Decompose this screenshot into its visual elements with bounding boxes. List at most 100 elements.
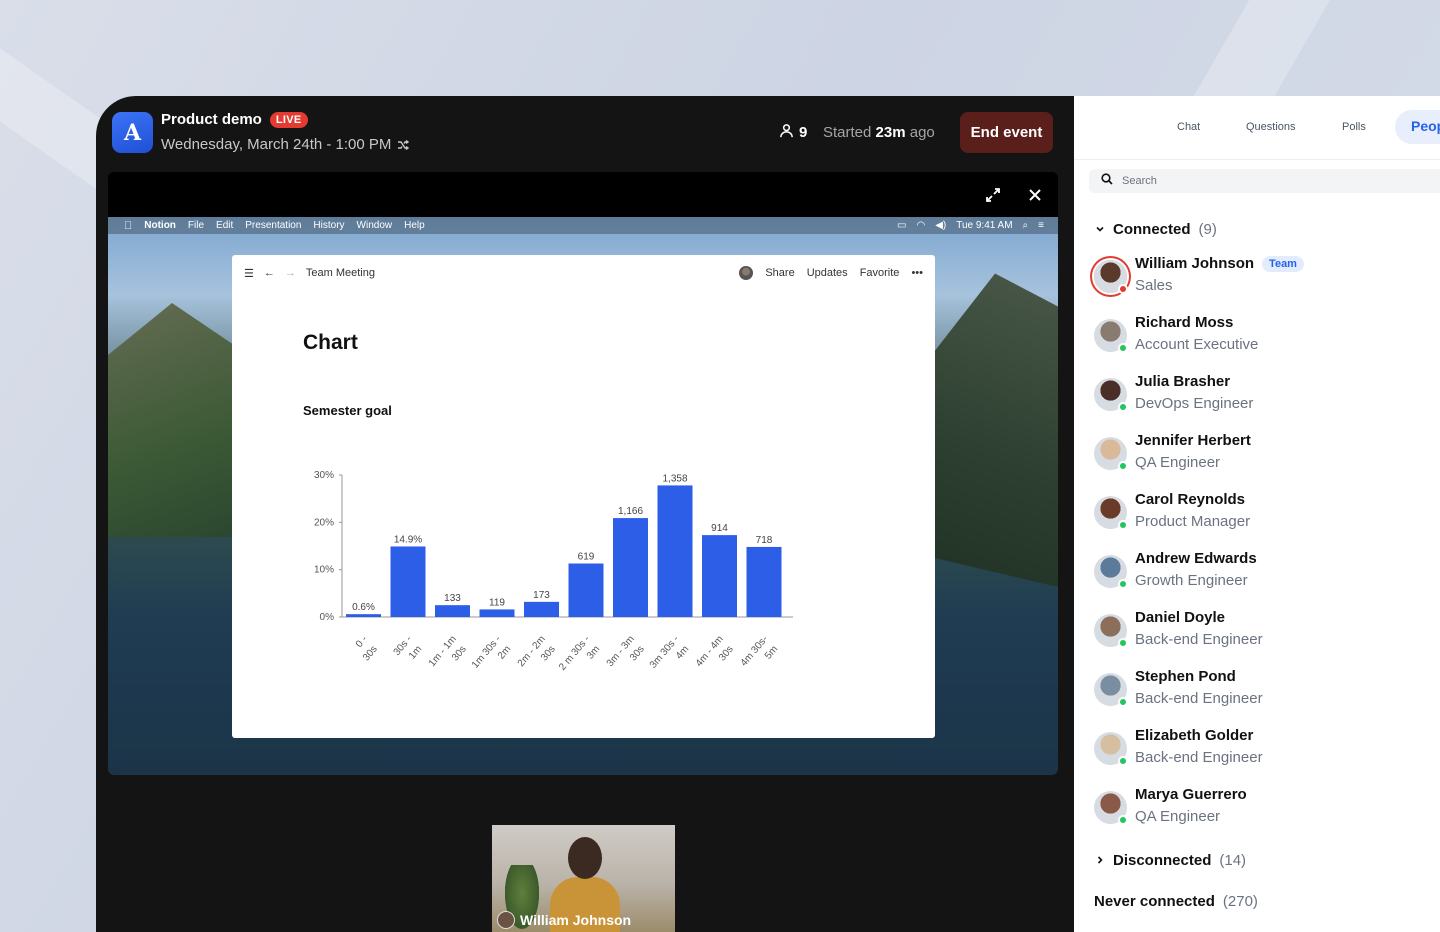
tab-chat[interactable]: Chat: [1177, 121, 1201, 133]
person-name-row: Julia Brasher: [1135, 373, 1253, 390]
person-role: QA Engineer: [1135, 808, 1221, 825]
person-row[interactable]: Marya Guerrero QA Engineer: [1094, 786, 1247, 825]
avatar: [1094, 437, 1128, 471]
person-name: Daniel Doyle: [1135, 609, 1226, 626]
event-date-row: Wednesday, March 24th - 1:00 PM: [161, 136, 410, 153]
shuffle-icon[interactable]: [397, 139, 410, 151]
data-label: 914: [711, 523, 728, 534]
person-name-row: Carol Reynolds: [1135, 491, 1250, 508]
app-logo-icon: A: [112, 112, 153, 153]
fullscreen-icon[interactable]: [982, 184, 1004, 206]
person-name-row: Marya Guerrero: [1135, 786, 1247, 803]
person-info: Richard Moss Account Executive: [1135, 314, 1258, 353]
chart-bar: [390, 546, 426, 617]
person-name: Jennifer Herbert: [1135, 432, 1251, 449]
breadcrumb-page: Team Meeting: [305, 267, 375, 279]
person-name-row: Stephen Pond: [1135, 668, 1263, 685]
data-label: 619: [578, 552, 595, 563]
person-name: Richard Moss: [1135, 314, 1234, 331]
elapsed-time: Started 23m ago: [823, 124, 935, 141]
person-info: Stephen Pond Back-end Engineer: [1135, 668, 1263, 707]
person-row[interactable]: Andrew Edwards Growth Engineer: [1094, 550, 1257, 589]
data-label: 14.9%: [394, 534, 422, 545]
notion-actions: Share Updates Favorite •••: [739, 266, 923, 280]
close-icon[interactable]: [1024, 184, 1046, 206]
side-panel: Chat Questions Polls Peop Connected (9) …: [1074, 96, 1440, 932]
avatar: [1094, 614, 1128, 648]
person-row[interactable]: Jennifer Herbert QA Engineer: [1094, 432, 1251, 471]
person-role: Account Executive: [1135, 336, 1259, 353]
section-count: (14): [1219, 852, 1247, 869]
data-label: 133: [444, 593, 461, 604]
person-row[interactable]: Daniel Doyle Back-end Engineer: [1094, 609, 1263, 648]
person-info: Daniel Doyle Back-end Engineer: [1135, 609, 1263, 648]
video-person: [550, 837, 620, 932]
tab-questions[interactable]: Questions: [1246, 121, 1296, 133]
menubar-status: ▭ ◠ ◀) Tue 9:41 AM ⌕ ≡: [897, 220, 1044, 231]
status-dot: [1118, 579, 1128, 589]
connected-section-toggle[interactable]: Connected (9): [1095, 221, 1217, 238]
avatar: [1094, 732, 1128, 766]
notion-breadcrumb: ☰ ← → Team Meeting: [244, 267, 375, 280]
person-row[interactable]: William Johnson Team Sales: [1094, 255, 1304, 294]
data-label: 1,358: [662, 473, 687, 484]
chevron-down-icon: [1095, 221, 1105, 238]
volume-icon: ◀): [935, 220, 947, 231]
person-row[interactable]: Julia Brasher DevOps Engineer: [1094, 373, 1253, 412]
section-label: Disconnected: [1113, 852, 1212, 869]
event-header: A Product demo LIVE Wednesday, March 24t…: [96, 96, 1074, 172]
person-info: Andrew Edwards Growth Engineer: [1135, 550, 1257, 589]
person-info: Carol Reynolds Product Manager: [1135, 491, 1250, 530]
participant-counter[interactable]: 9: [779, 123, 807, 142]
data-label: 173: [533, 590, 550, 601]
person-row[interactable]: Richard Moss Account Executive: [1094, 314, 1258, 353]
data-label: 0.6%: [352, 602, 375, 613]
avatar: [1094, 496, 1128, 530]
person-info: Marya Guerrero QA Engineer: [1135, 786, 1247, 825]
search-bar: [1089, 169, 1440, 193]
avatar: [1094, 555, 1128, 589]
spotlight-icon: ⌕: [1022, 220, 1029, 231]
person-name: Elizabeth Golder: [1135, 727, 1254, 744]
tab-polls[interactable]: Polls: [1342, 121, 1366, 133]
avatar: [1094, 673, 1128, 707]
menubar-item: Presentation: [237, 220, 301, 231]
tab-people[interactable]: Peop: [1395, 110, 1440, 144]
person-role: Sales: [1135, 277, 1173, 294]
data-label: 718: [756, 535, 773, 546]
menubar-item: Help: [395, 220, 425, 231]
y-tick-label: 30%: [314, 470, 334, 481]
end-event-button[interactable]: End event: [960, 112, 1053, 153]
forward-arrow-icon: →: [284, 267, 296, 279]
person-info: Elizabeth Golder Back-end Engineer: [1135, 727, 1263, 766]
data-label: 1,166: [618, 506, 643, 517]
person-role: Back-end Engineer: [1135, 631, 1263, 648]
control-center-icon: ≡: [1038, 220, 1044, 231]
landscape-hill: [918, 273, 1058, 587]
person-name: Marya Guerrero: [1135, 786, 1247, 803]
self-video-label: William Johnson: [497, 911, 631, 929]
apple-icon: : [124, 220, 132, 232]
section-count: (270): [1222, 893, 1258, 910]
person-row[interactable]: Elizabeth Golder Back-end Engineer: [1094, 727, 1263, 766]
chart-bar: [346, 614, 381, 617]
person-row[interactable]: Stephen Pond Back-end Engineer: [1094, 668, 1263, 707]
chart-bar: [613, 518, 648, 617]
never-connected-section[interactable]: Never connected (270): [1094, 893, 1258, 910]
started-value: 23m: [875, 124, 906, 141]
search-input[interactable]: [1122, 175, 1372, 187]
person-role: Back-end Engineer: [1135, 749, 1263, 766]
search-icon: [1101, 172, 1113, 190]
person-row[interactable]: Carol Reynolds Product Manager: [1094, 491, 1250, 530]
video-person-head: [568, 837, 602, 879]
shared-desktop:  Notion File Edit Presentation History …: [108, 217, 1058, 775]
notion-window: ☰ ← → Team Meeting Share Updates Favorit…: [232, 255, 935, 738]
disconnected-section-toggle[interactable]: Disconnected (14): [1095, 852, 1246, 869]
person-name-row: William Johnson Team: [1135, 255, 1304, 272]
user-icon: [779, 123, 794, 142]
self-video-tile[interactable]: William Johnson: [492, 825, 675, 932]
person-role: Back-end Engineer: [1135, 690, 1263, 707]
team-badge: Team: [1262, 255, 1304, 272]
chart-bar: [657, 485, 693, 617]
